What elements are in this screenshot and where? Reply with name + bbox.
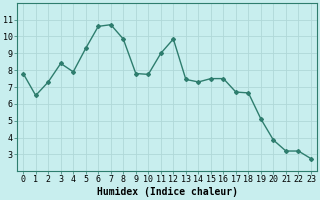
- X-axis label: Humidex (Indice chaleur): Humidex (Indice chaleur): [97, 187, 237, 197]
